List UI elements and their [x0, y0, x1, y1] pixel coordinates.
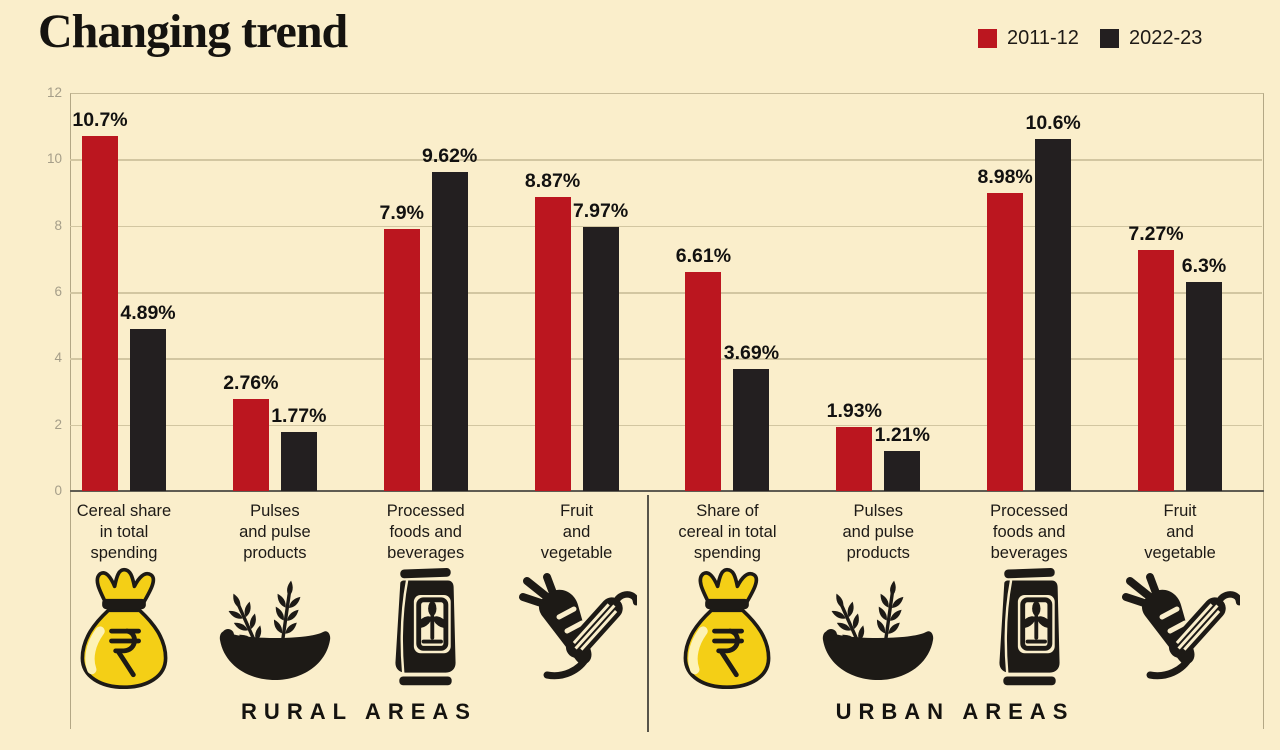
gridline — [70, 292, 1262, 294]
category-label: Share of cereal in total spending — [678, 502, 777, 562]
bar-2022-23 — [884, 450, 921, 491]
y-axis-tick-label: 2 — [54, 416, 62, 432]
money-bag-icon — [72, 566, 176, 692]
category-label: Fruit and vegetable — [1144, 502, 1216, 562]
bar-value-label: 7.9% — [379, 201, 424, 224]
fruit-vegetable-icon — [1120, 571, 1240, 689]
legend-item-2022-23: 2022-23 — [1100, 27, 1202, 50]
legend-label-2022-23: 2022-23 — [1129, 27, 1203, 49]
y-axis-tick-label: 10 — [46, 151, 62, 167]
bar-2011-12 — [82, 136, 118, 491]
bar-2011-12 — [836, 426, 873, 491]
bar-2022-23 — [733, 368, 770, 491]
bar-2011-12 — [685, 271, 722, 491]
bar-value-label: 2.76% — [223, 372, 279, 395]
bar-2011-12 — [987, 193, 1024, 491]
gridline — [70, 159, 1262, 161]
gridline — [70, 358, 1262, 360]
legend-label-2011-12: 2011-12 — [1007, 27, 1079, 49]
bar-2022-23 — [582, 226, 619, 491]
category-label: Fruit and vegetable — [540, 502, 613, 562]
bar-value-label: 8.98% — [977, 166, 1033, 189]
bar-2022-23 — [130, 328, 166, 491]
bar-value-label: 1.93% — [826, 399, 882, 422]
bar-value-label: 1.77% — [271, 405, 327, 428]
bar-value-label: 8.87% — [524, 169, 581, 192]
chart-frame — [70, 93, 1264, 729]
bar-value-label: 10.6% — [1025, 112, 1081, 135]
bar-value-label: 1.21% — [874, 423, 930, 446]
rural-urban-divider — [647, 495, 649, 732]
bar-2011-12 — [232, 399, 269, 491]
money-bag-icon — [675, 566, 779, 692]
bar-value-label: 6.3% — [1181, 255, 1227, 278]
page-title: Changing trend — [38, 5, 348, 58]
y-axis-tick-label: 0 — [54, 483, 62, 498]
legend-swatch-2022-23 — [1100, 29, 1119, 48]
category-label: Processed foods and beverages — [386, 502, 465, 562]
y-axis-tick-label: 4 — [54, 350, 62, 366]
bar-value-label: 9.62% — [422, 144, 478, 167]
bar-value-label: 10.7% — [72, 109, 128, 132]
bar-2022-23 — [1035, 139, 1072, 491]
bar-value-label: 7.97% — [572, 199, 629, 222]
bar-value-label: 4.89% — [120, 301, 176, 324]
legend-item-2011-12: 2011-12 — [978, 27, 1079, 50]
legend-swatch-2011-12 — [978, 29, 997, 48]
section-title-rural: RURAL AREAS — [241, 699, 477, 724]
bar-2011-12 — [383, 228, 420, 491]
grain-bowl-icon — [815, 576, 941, 688]
category-label: Pulses and pulse products — [239, 502, 311, 562]
fruit-vegetable-icon — [517, 571, 637, 689]
bar-value-label: 3.69% — [723, 341, 780, 364]
gridline — [70, 424, 1262, 427]
bar-2011-12 — [1138, 249, 1174, 491]
category-label: Pulses and pulse products — [842, 502, 915, 562]
bar-2022-23 — [431, 171, 468, 491]
section-title-urban: URBAN AREAS — [835, 699, 1075, 724]
y-axis-tick-label: 6 — [54, 284, 62, 299]
bar-value-label: 7.27% — [1128, 222, 1184, 245]
bar-2022-23 — [280, 432, 317, 491]
y-axis-tick-label: 12 — [46, 85, 62, 100]
bar-2022-23 — [1186, 282, 1222, 491]
category-label: Cereal share in total spending — [76, 502, 172, 562]
grain-bowl-icon — [212, 576, 338, 688]
bar-value-label: 6.61% — [675, 244, 732, 267]
bar-2011-12 — [534, 196, 571, 491]
category-label: Processed foods and beverages — [990, 502, 1069, 562]
packaged-food-icon — [981, 565, 1078, 689]
packaged-food-icon — [377, 565, 474, 689]
x-axis-line — [70, 489, 1264, 492]
y-axis-tick-label: 8 — [54, 217, 62, 233]
gridline — [70, 225, 1262, 228]
